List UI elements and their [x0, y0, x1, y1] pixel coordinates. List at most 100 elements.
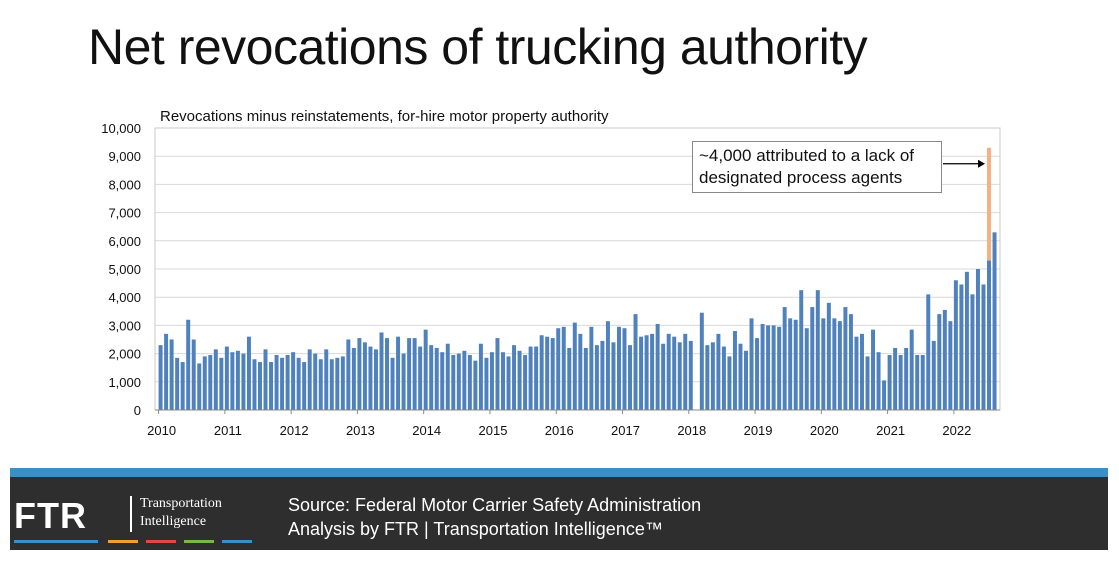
bar	[202, 356, 207, 410]
x-tick-label: 2010	[147, 423, 176, 438]
bar	[898, 355, 903, 410]
bar	[186, 319, 191, 410]
bar	[826, 302, 831, 410]
bar	[788, 318, 793, 410]
bar	[329, 359, 334, 410]
bar	[909, 329, 914, 410]
source-text: Source: Federal Motor Carrier Safety Adm…	[288, 493, 701, 541]
source-line1: Source: Federal Motor Carrier Safety Adm…	[288, 495, 702, 515]
x-tick-label: 2015	[479, 423, 508, 438]
bar	[324, 349, 329, 410]
bar	[313, 353, 318, 410]
bar	[710, 342, 715, 410]
bar	[307, 349, 312, 410]
bar	[661, 343, 666, 410]
bar	[683, 333, 688, 410]
bar	[340, 356, 345, 410]
bar	[987, 260, 991, 410]
x-tick-label: 2020	[810, 423, 839, 438]
bar	[235, 350, 240, 410]
bar	[871, 329, 876, 410]
bar	[528, 346, 533, 410]
bar	[335, 357, 340, 410]
bar	[274, 355, 279, 410]
bar	[699, 312, 704, 410]
x-tick-label: 2014	[412, 423, 441, 438]
bar	[412, 338, 417, 410]
logo-stripe	[146, 540, 176, 543]
bar	[766, 325, 771, 410]
bar	[561, 326, 566, 410]
bar	[208, 355, 213, 410]
bar	[578, 333, 583, 410]
bar	[732, 331, 737, 410]
bar	[953, 280, 958, 410]
bar	[440, 352, 445, 410]
y-tick-label: 0	[134, 403, 141, 418]
y-tick-label: 8,000	[108, 177, 141, 192]
bar	[489, 352, 494, 410]
bar	[942, 309, 947, 410]
bar	[650, 333, 655, 410]
bar	[948, 321, 953, 410]
bar	[677, 342, 682, 410]
logo-stripe	[222, 540, 252, 543]
bar	[434, 347, 439, 410]
bar	[550, 338, 555, 410]
x-tick-label: 2013	[346, 423, 375, 438]
logo-tagline-line1: Transportation	[140, 496, 222, 511]
bars	[158, 147, 997, 410]
ftr-logo: FTR	[14, 495, 87, 536]
bar	[164, 333, 169, 410]
y-tick-label: 3,000	[108, 318, 141, 333]
bar	[396, 336, 401, 410]
x-tick-label: 2019	[744, 423, 773, 438]
bar	[318, 359, 323, 410]
bar	[291, 352, 296, 410]
bar	[523, 355, 528, 410]
bar	[495, 338, 500, 410]
bar	[197, 363, 202, 410]
bar	[970, 294, 975, 410]
bar	[224, 346, 229, 410]
bar	[639, 336, 644, 410]
bar	[478, 343, 483, 410]
y-tick-label: 7,000	[108, 206, 141, 221]
logo-stripe	[14, 540, 98, 543]
x-tick-label: 2022	[942, 423, 971, 438]
bar	[362, 342, 367, 410]
annotation-callout: ~4,000 attributed to a lack of designate…	[692, 141, 942, 193]
logo-divider	[130, 496, 132, 532]
x-tick-label: 2016	[545, 423, 574, 438]
bar	[351, 347, 356, 410]
bar	[744, 350, 748, 410]
footer	[10, 468, 1108, 550]
chart-title: Revocations minus reinstatements, for-hi…	[160, 108, 609, 125]
bar	[246, 336, 251, 410]
bar	[506, 356, 511, 410]
bar	[644, 335, 649, 410]
bar	[633, 314, 638, 410]
bar	[296, 357, 301, 410]
source-line2: Analysis by FTR | Transportation Intelli…	[288, 519, 663, 539]
bar	[904, 347, 909, 410]
bar	[346, 339, 351, 410]
bar	[655, 323, 660, 410]
bar	[230, 352, 235, 410]
bar	[180, 362, 185, 410]
bar	[848, 314, 853, 410]
bar	[280, 357, 285, 410]
bar	[975, 269, 980, 410]
bar	[622, 328, 627, 410]
bar	[467, 355, 472, 410]
x-tick-label: 2012	[280, 423, 309, 438]
bar	[456, 353, 461, 410]
bar	[859, 333, 864, 410]
bar	[865, 356, 870, 410]
bar	[589, 326, 594, 410]
bar	[418, 346, 423, 410]
bar	[501, 352, 505, 410]
bar	[915, 355, 920, 410]
bar	[755, 338, 760, 410]
bar	[241, 353, 246, 410]
